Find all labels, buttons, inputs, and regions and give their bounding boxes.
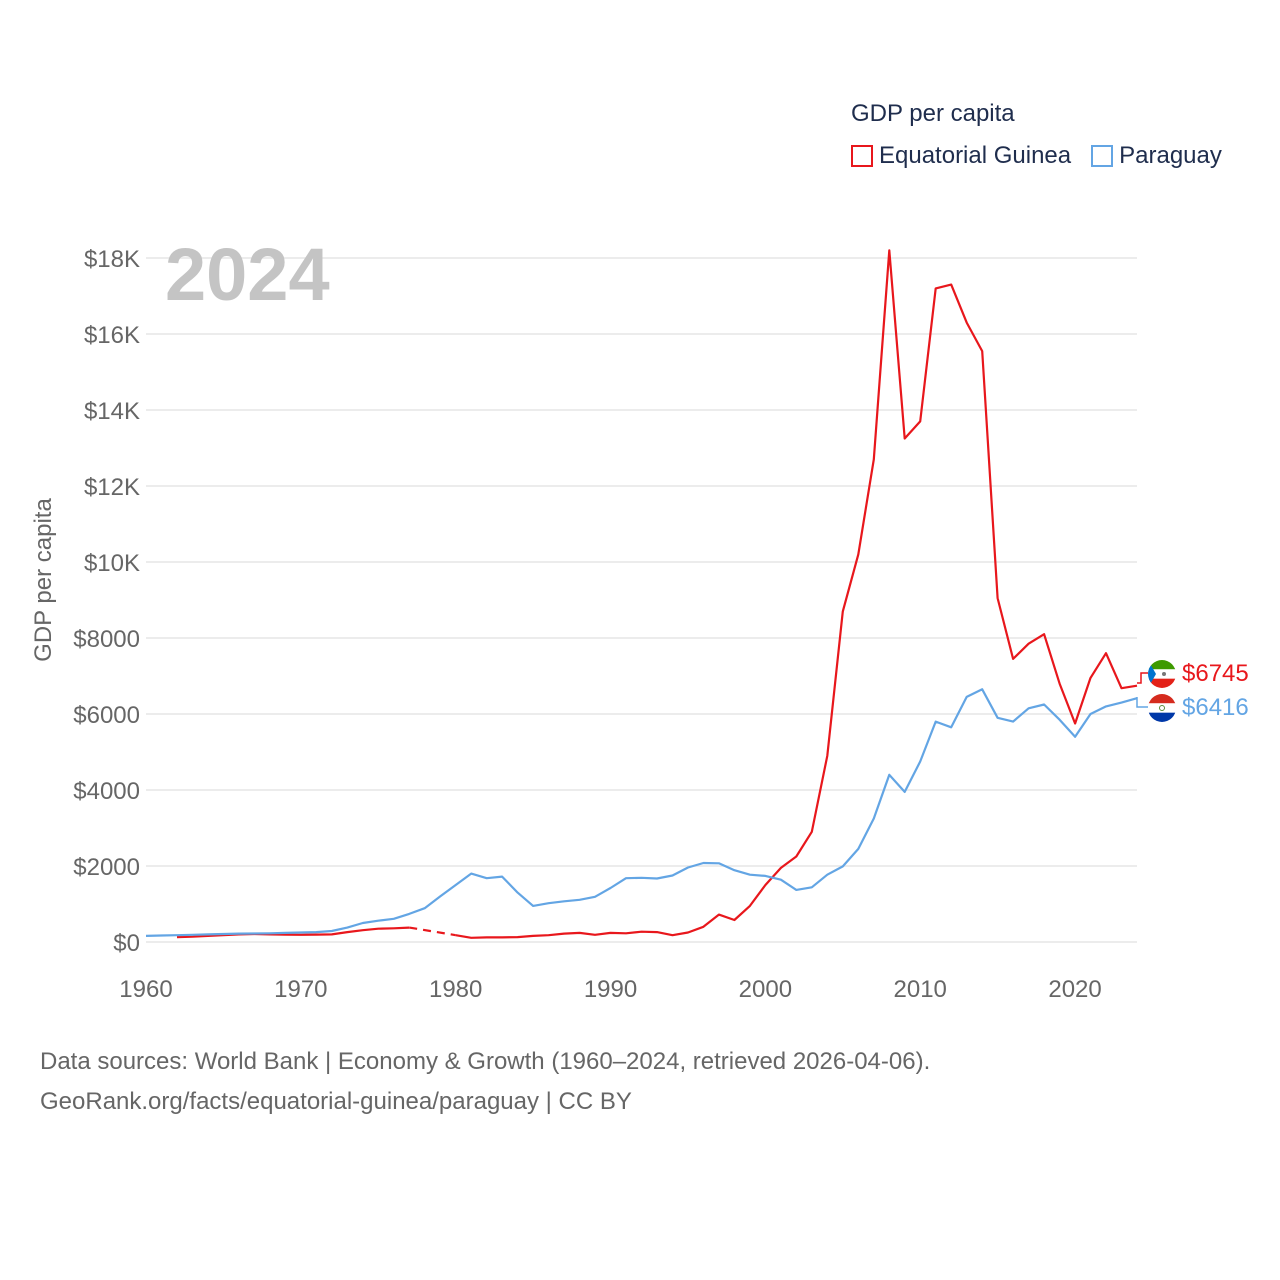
eq-guinea-connector: [1137, 672, 1148, 684]
y-axis-label: GDP per capita: [30, 498, 57, 662]
y-tick-label: $4000: [73, 778, 140, 805]
year-watermark: 2024: [165, 233, 330, 316]
x-tick-label: 1970: [274, 976, 327, 1003]
y-tick-label: $18K: [84, 246, 140, 273]
series-gap-equatorial-guinea: [409, 926, 456, 937]
x-tick-label: 2000: [739, 976, 792, 1003]
x-tick-label: 1960: [119, 976, 172, 1003]
x-tick-label: 2020: [1048, 976, 1101, 1003]
series-line-paraguay: [145, 688, 1138, 937]
x-axis-ticks: 1960 1970 1980 1990 2000 2010 2020: [119, 976, 1101, 1003]
y-tick-label: $16K: [84, 322, 140, 349]
y-axis-ticks: $0 $2000 $4000 $6000 $8000 $10K $12K $14K $16K $1…: [73, 246, 140, 957]
legend-swatch-paraguay: [1091, 145, 1114, 167]
legend-label-equatorial-guinea: Equatorial Guinea: [879, 142, 1072, 169]
x-tick-label: 1990: [584, 976, 637, 1003]
y-tick-label: $12K: [84, 474, 140, 501]
paraguay-flag-icon: [1148, 694, 1176, 722]
grid-lines: [146, 257, 1137, 943]
series-line-equatorial-guinea: [176, 926, 410, 939]
x-tick-label: 1980: [429, 976, 482, 1003]
end-markers: $6745 $6416: [1136, 660, 1249, 722]
equatorial-guinea-flag-icon: [1148, 660, 1176, 688]
equatorial-guinea-end-value: $6745: [1182, 660, 1249, 687]
legend-item-equatorial-guinea[interactable]: Equatorial Guinea: [851, 142, 1071, 170]
footer-sources: Data sources: World Bank | Economy & Gro…: [40, 1048, 931, 1075]
y-tick-label: $6000: [73, 702, 140, 729]
legend-swatch-equatorial-guinea: [851, 145, 873, 167]
series-line-equatorial-guinea: [455, 249, 1138, 939]
y-tick-label: $10K: [84, 550, 140, 577]
footer: Data sources: World Bank | Economy & Gro…: [40, 1042, 930, 1122]
y-tick-label: $14K: [84, 398, 140, 425]
footer-link[interactable]: GeoRank.org/facts/equatorial-guinea/para…: [40, 1088, 632, 1115]
legend-title: GDP per capita: [851, 100, 1015, 127]
x-tick-label: 2010: [894, 976, 947, 1003]
series-lines: [145, 249, 1138, 939]
y-tick-label: $8000: [73, 626, 140, 653]
legend-item-paraguay[interactable]: Paraguay: [1091, 142, 1222, 170]
y-tick-label: $2000: [73, 854, 140, 881]
paraguay-connector: [1136, 697, 1148, 708]
y-tick-label: $0: [113, 930, 140, 957]
legend-label-paraguay: Paraguay: [1119, 142, 1222, 169]
paraguay-end-value: $6416: [1182, 694, 1249, 721]
legend: Equatorial Guinea Paraguay: [851, 142, 1242, 170]
